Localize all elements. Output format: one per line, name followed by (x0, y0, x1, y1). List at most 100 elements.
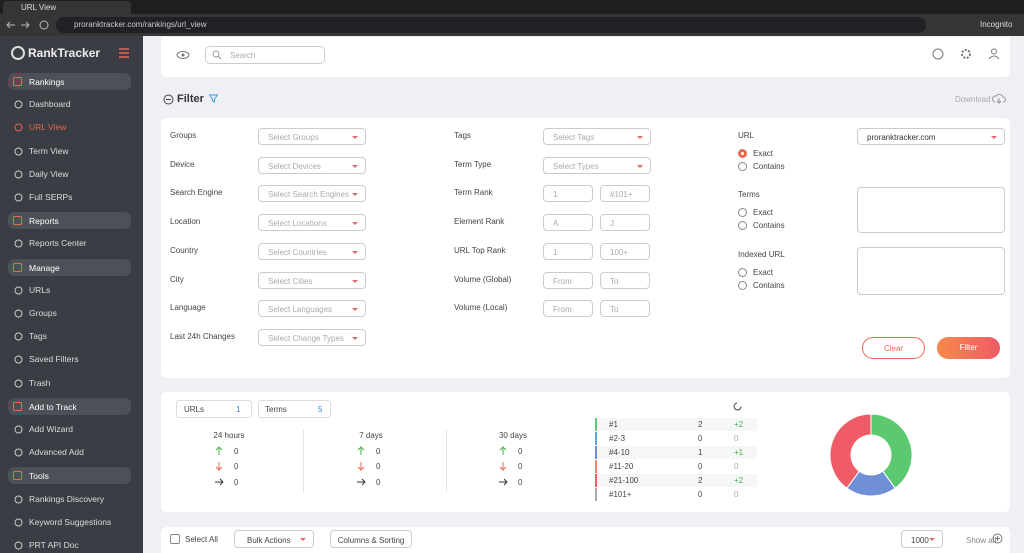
field-label: Volume (Global) (454, 274, 512, 284)
range-to[interactable]: To (600, 271, 650, 289)
download[interactable]: Download (955, 95, 991, 104)
section-icon (13, 262, 22, 272)
nav-item[interactable]: Groups (29, 308, 57, 318)
radio-label[interactable]: Exact (753, 268, 774, 277)
select[interactable]: Select Change Types (258, 328, 366, 346)
rank-color (595, 418, 597, 431)
textarea[interactable] (857, 247, 1005, 295)
nav-item[interactable]: URLs (29, 284, 51, 295)
download-icon (992, 93, 1006, 104)
range-from[interactable]: A (543, 214, 593, 232)
trend-count: 0 (518, 478, 523, 487)
donut-segment (870, 413, 913, 489)
select[interactable]: Select Cities (258, 271, 366, 289)
nav-item[interactable]: Term View (29, 145, 69, 156)
checkbox[interactable] (170, 534, 180, 544)
range-from[interactable]: 1 (543, 185, 593, 203)
range-from[interactable]: From (543, 300, 593, 318)
trend-count: 0 (518, 462, 523, 471)
tab: URL View (3, 1, 131, 14)
section-header[interactable]: Manage (8, 258, 131, 276)
trend-count: 0 (376, 462, 381, 471)
incognito: Incognito (980, 20, 1013, 29)
rank-count: 0 (698, 490, 703, 499)
filter-button[interactable]: Filter (937, 337, 1000, 359)
per-page[interactable]: 1000 (901, 530, 943, 548)
section-header[interactable]: Tools (8, 467, 131, 485)
nav-item[interactable]: URL View (29, 122, 67, 133)
nav-item[interactable]: Rankings Discovery (29, 493, 105, 504)
radio[interactable] (738, 268, 747, 277)
radio-label[interactable]: Contains (753, 281, 785, 290)
logo: RankTracker (28, 46, 101, 60)
clear-button[interactable]: Clear (862, 337, 925, 359)
select[interactable]: Select Countries (258, 242, 366, 260)
select[interactable]: Select Types (543, 156, 651, 174)
radio[interactable] (738, 208, 747, 217)
show-all[interactable]: Show all (966, 536, 997, 545)
field-label: Volume (Local) (454, 303, 508, 313)
nav-item[interactable]: Dashboard (29, 99, 71, 110)
filter-icon (209, 94, 218, 103)
rank-count: 2 (698, 420, 703, 429)
select[interactable]: Select Tags (543, 128, 651, 145)
radio-label[interactable]: Exact (753, 149, 774, 158)
section-header[interactable]: Rankings (8, 73, 131, 90)
range-to[interactable]: #101+ (600, 185, 650, 203)
nav-item[interactable]: Keyword Suggestions (29, 516, 112, 527)
range-to[interactable]: To (600, 300, 650, 318)
filter-card (161, 118, 1010, 378)
nav-item[interactable]: Add Wizard (29, 424, 73, 434)
nav-item[interactable]: PRT API Doc (29, 540, 79, 550)
rank-row (595, 446, 757, 459)
radio[interactable] (738, 281, 747, 290)
radio[interactable] (738, 149, 747, 158)
field-label: Search Engine (170, 188, 223, 198)
columns-sorting[interactable]: Columns & Sorting (330, 530, 412, 548)
nav-item[interactable]: Tags (29, 331, 47, 342)
radio-label[interactable]: Contains (753, 221, 785, 230)
field-label: Device (170, 159, 195, 169)
period-label: 24 hours (213, 431, 245, 440)
nav-icon (14, 147, 23, 156)
nav-icon (14, 495, 23, 504)
select[interactable]: Select Search Engines (258, 185, 366, 203)
trend-arrow (357, 462, 365, 471)
radio[interactable] (738, 221, 747, 230)
radio-label[interactable]: Contains (753, 162, 785, 171)
select[interactable]: Select Devices (258, 156, 366, 174)
select[interactable]: proranktracker.com (857, 128, 1005, 145)
nav-item[interactable]: Trash (29, 377, 51, 388)
filter-title[interactable]: Filter (177, 93, 204, 105)
nav-item[interactable]: Daily View (29, 168, 69, 179)
field-label: Last 24h Changes (170, 331, 235, 341)
range-to[interactable]: 100+ (600, 242, 650, 260)
range-to[interactable]: J (600, 214, 650, 232)
section-header[interactable]: Add to Track (8, 397, 131, 415)
trend-arrow (499, 446, 507, 455)
search-box[interactable]: Search (205, 46, 325, 64)
nav-item[interactable]: Saved Filters (29, 354, 79, 365)
rank-label: #1 (609, 420, 618, 429)
address-bar[interactable]: proranktracker.com/rankings/url_view (56, 17, 926, 33)
range-from[interactable]: 1 (543, 242, 593, 260)
section-header[interactable]: Reports (8, 212, 131, 230)
nav-item[interactable]: Advanced Add (29, 447, 84, 458)
range-from[interactable]: From (543, 271, 593, 289)
select[interactable]: Select Languages (258, 300, 366, 318)
rank-donut (829, 413, 913, 497)
radio[interactable] (738, 162, 747, 171)
nav-item[interactable]: Full SERPs (29, 192, 73, 202)
separator (446, 430, 447, 492)
nav-item[interactable]: Reports Center (29, 238, 87, 249)
rank-color (595, 432, 597, 445)
bulk-actions[interactable]: Bulk Actions (234, 530, 314, 548)
section-icon (13, 77, 22, 86)
radio-label[interactable]: Exact (753, 208, 774, 217)
eye-icon (176, 51, 190, 59)
textarea[interactable] (857, 187, 1005, 233)
select[interactable]: Select Locations (258, 214, 366, 232)
select[interactable]: Select Groups (258, 128, 366, 145)
select-all[interactable]: Select All (185, 535, 218, 544)
